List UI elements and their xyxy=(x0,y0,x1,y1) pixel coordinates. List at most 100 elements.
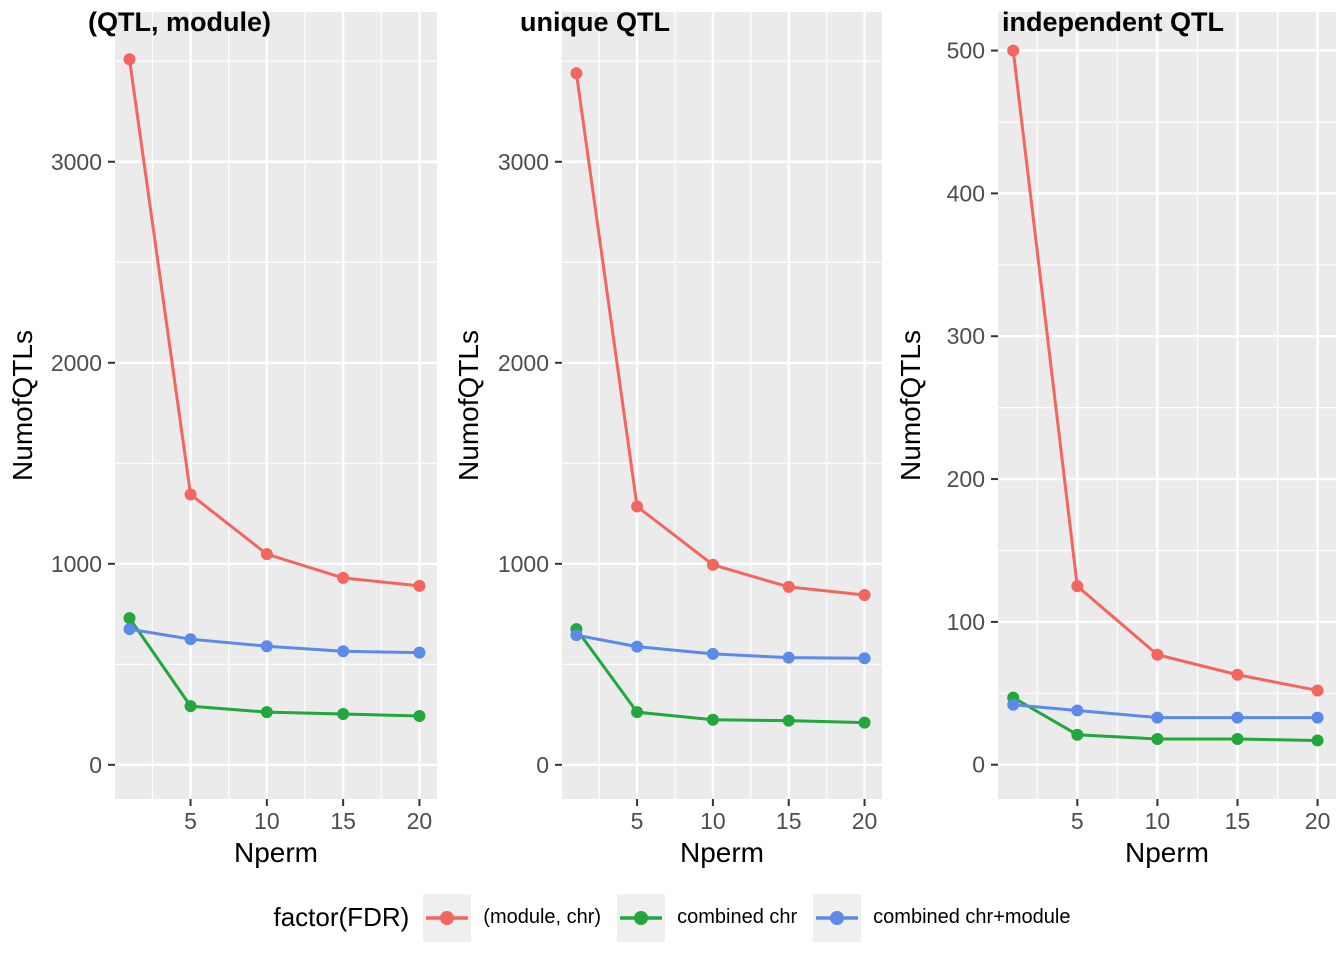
legend-items: (module, chr) combined chr combined chr+mo… xyxy=(423,893,1071,942)
panel-title: unique QTL xyxy=(520,7,670,37)
x-axis-tick-label: 5 xyxy=(1071,808,1084,834)
legend-label: (module, chr) xyxy=(483,906,602,928)
y-axis-tick-label: 3000 xyxy=(498,149,549,175)
x-axis-title: Nperm xyxy=(1125,837,1209,868)
y-axis-tick-label: 500 xyxy=(947,38,985,64)
panel-unique-qtl-svg: 0 1000 2000 3000 5 10 15 20 unique QTL Nperm Numof… xyxy=(453,7,882,868)
data-point xyxy=(1311,711,1324,724)
data-point xyxy=(1007,698,1020,711)
panel-qtl-module-svg: 0 1000 2000 3000 5 10 15 20 (QTL, module) Nperm Nu… xyxy=(7,7,437,868)
legend-point-icon xyxy=(440,910,455,925)
x-axis-tick-label: 15 xyxy=(1225,808,1251,834)
data-point xyxy=(858,716,871,729)
x-axis-tick-label: 10 xyxy=(254,808,280,834)
data-point xyxy=(858,652,871,665)
legend-point-icon xyxy=(634,910,649,925)
legend-point-icon xyxy=(830,910,845,925)
x-axis-tick-label: 20 xyxy=(1305,808,1331,834)
y-axis-tick-label: 100 xyxy=(947,609,985,635)
x-axis-tick-label: 5 xyxy=(631,808,644,834)
legend-label: combined chr xyxy=(677,906,798,928)
y-axis-tick-label: 0 xyxy=(89,752,102,778)
y-axis-title: NumofQTLs xyxy=(896,330,926,481)
data-point xyxy=(782,714,795,727)
panel-background xyxy=(115,12,437,799)
subplot-qtl-module: 0 1000 2000 3000 5 10 15 20 (QTL, module) Nperm Nu… xyxy=(0,0,448,875)
subplot-unique-qtl: 0 1000 2000 3000 5 10 15 20 unique QTL Nperm Numof… xyxy=(448,0,896,875)
data-point xyxy=(1311,684,1324,697)
x-axis-tick-label: 20 xyxy=(852,808,878,834)
data-point xyxy=(337,707,350,720)
data-point xyxy=(631,500,644,513)
y-axis-tick-label: 2000 xyxy=(498,350,549,376)
data-point xyxy=(1231,733,1244,746)
data-point xyxy=(570,629,583,642)
data-point xyxy=(184,700,197,713)
data-point xyxy=(858,588,871,601)
panel-independent-qtl-svg: 0 100 200 300 400 500 5 10 15 20 independent QTL Np… xyxy=(896,7,1336,868)
data-point xyxy=(782,580,795,593)
data-point xyxy=(1151,711,1164,724)
legend: factor(FDR) (module, chr) combined chr com… xyxy=(0,875,1344,960)
y-axis-tick-label: 0 xyxy=(972,752,985,778)
subplot-independent-qtl: 0 100 200 300 400 500 5 10 15 20 independent QTL Np… xyxy=(896,0,1344,875)
x-axis-tick-label: 15 xyxy=(330,808,356,834)
y-axis-tick-label: 300 xyxy=(947,323,985,349)
legend-key xyxy=(423,893,472,942)
data-point xyxy=(631,706,644,719)
x-axis-tick-label: 10 xyxy=(700,808,726,834)
panel-background xyxy=(562,12,882,799)
panel-title: independent QTL xyxy=(1002,7,1224,37)
legend-key-glyph xyxy=(620,910,663,925)
y-axis-tick-label: 3000 xyxy=(51,149,102,175)
y-axis-tick-label: 0 xyxy=(536,752,549,778)
data-point xyxy=(782,651,795,664)
data-point xyxy=(1071,580,1084,593)
x-axis-title: Nperm xyxy=(680,837,764,868)
data-point xyxy=(123,53,136,66)
data-point xyxy=(260,706,273,719)
data-point xyxy=(337,645,350,658)
legend-key xyxy=(617,893,666,942)
data-point xyxy=(1231,668,1244,681)
data-point xyxy=(260,640,273,653)
data-point xyxy=(123,623,136,636)
data-point xyxy=(1151,648,1164,661)
data-point xyxy=(706,558,719,571)
data-point xyxy=(631,640,644,653)
data-point xyxy=(413,579,426,592)
legend-key-glyph xyxy=(816,910,859,925)
data-point xyxy=(413,709,426,722)
data-point xyxy=(337,571,350,584)
panel-background xyxy=(998,12,1336,799)
data-point xyxy=(184,488,197,501)
x-axis-title: Nperm xyxy=(234,837,318,868)
data-point xyxy=(123,612,136,625)
legend-key xyxy=(813,893,862,942)
data-point xyxy=(706,647,719,660)
data-point xyxy=(260,548,273,561)
y-axis-tick-label: 1000 xyxy=(498,551,549,577)
y-axis-tick-label: 200 xyxy=(947,466,985,492)
panel-title: (QTL, module) xyxy=(88,7,271,37)
data-point xyxy=(1231,711,1244,724)
legend-item: combined chr xyxy=(617,893,798,942)
y-axis-title: NumofQTLs xyxy=(7,330,38,481)
legend-item: combined chr+module xyxy=(813,893,1071,942)
legend-item: (module, chr) xyxy=(423,893,602,942)
x-axis-tick-label: 20 xyxy=(407,808,433,834)
data-point xyxy=(1151,733,1164,746)
x-axis-tick-label: 10 xyxy=(1145,808,1171,834)
data-point xyxy=(1007,44,1020,57)
data-point xyxy=(1071,704,1084,717)
charts-row: 0 1000 2000 3000 5 10 15 20 (QTL, module) Nperm Nu… xyxy=(0,0,1344,875)
data-point xyxy=(706,713,719,726)
y-axis-tick-label: 2000 xyxy=(51,350,102,376)
data-point xyxy=(570,67,583,80)
x-axis-tick-label: 5 xyxy=(184,808,197,834)
data-point xyxy=(413,646,426,659)
y-axis-tick-label: 1000 xyxy=(51,551,102,577)
data-point xyxy=(1311,734,1324,747)
data-point xyxy=(184,633,197,646)
